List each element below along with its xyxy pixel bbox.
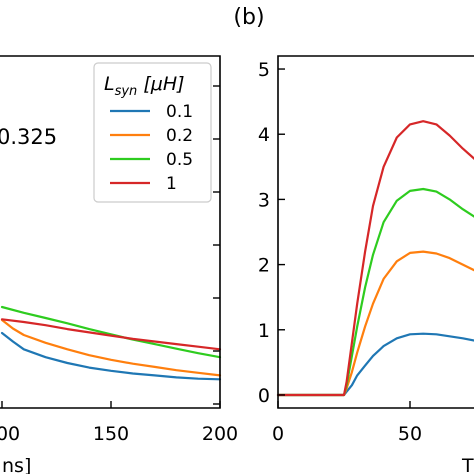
legend: Lsyn [μH] 0.1 0.2 0.5 1 [93, 62, 212, 203]
right-axes-frame [277, 55, 474, 409]
right-ytick-label-2: 2 [258, 255, 270, 277]
left-series-line-0 [0, 331, 222, 381]
right-series-line-3 [276, 120, 474, 397]
right-ytick-label-0: 0 [258, 385, 270, 407]
legend-label-1: 0.2 [166, 126, 193, 146]
legend-title-units: [μH] [137, 73, 184, 95]
right-ytick-label-1: 1 [258, 320, 270, 342]
right-series-line-0 [276, 332, 474, 397]
left-series-line-2 [0, 305, 222, 359]
panel-label: (b) [233, 5, 264, 30]
legend-box [93, 62, 212, 203]
left-xlabel-fragment: ns] [2, 455, 31, 474]
left-ticks: 100 150 200 [0, 85, 238, 445]
legend-title-sub: syn [115, 84, 138, 99]
left-xtick-label-0: 100 [0, 423, 20, 445]
legend-label-0: 0.1 [166, 102, 193, 122]
right-series-line-1 [276, 250, 474, 397]
left-series-group [0, 305, 222, 381]
left-axes-frame [0, 55, 221, 409]
left-series-line-3 [0, 318, 222, 351]
right-xtick-label-0: 0 [272, 423, 284, 445]
right-xtick-label-1: 50 [398, 423, 422, 445]
right-ytick-label-5: 5 [258, 59, 270, 81]
right-ytick-label-4: 4 [258, 124, 270, 146]
right-ytick-label-3: 3 [258, 189, 270, 211]
legend-label-2: 0.5 [166, 150, 193, 170]
legend-label-3: 1 [166, 174, 177, 194]
legend-title: Lsyn [μH] [104, 73, 185, 99]
left-series-line-1 [0, 318, 222, 377]
right-series-line-2 [276, 187, 474, 397]
left-xtick-label-1: 150 [93, 423, 129, 445]
left-annotation: 0.325 [0, 125, 57, 149]
right-series-group [276, 120, 474, 397]
right-xlabel-fragment: T [461, 455, 474, 474]
legend-title-main: L [104, 73, 115, 95]
left-chart-panel: 100 150 200 0.325 ns] Lsyn [μH] 0.1 0.2 0.5 1 [0, 55, 238, 474]
left-xtick-label-2: 200 [202, 423, 238, 445]
legend-entries: 0.1 0.2 0.5 1 [110, 102, 193, 194]
